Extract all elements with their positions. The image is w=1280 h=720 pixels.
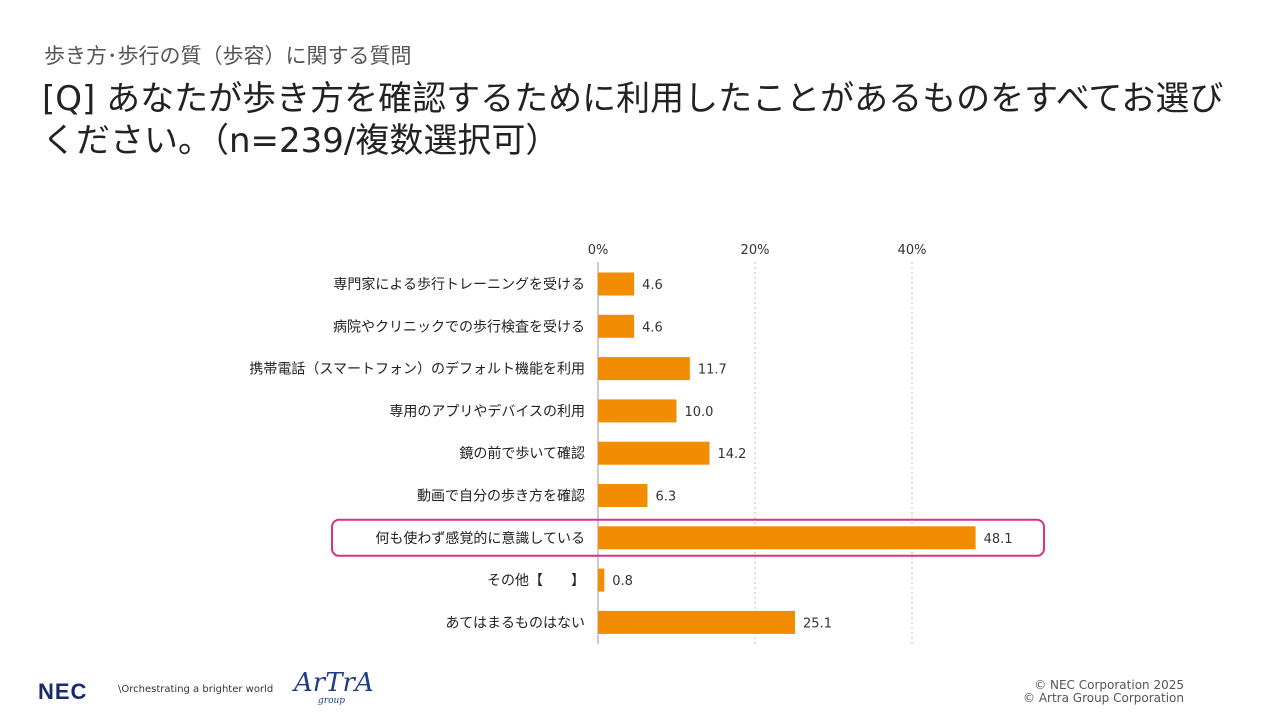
bar xyxy=(598,526,976,550)
nec-tagline: \Orchestrating a brighter world xyxy=(118,684,274,695)
bar-chart: 0% 20% 40% 専門家による歩行トレーニングを受ける 4.6 病院やクリニックでの歩… xyxy=(249,243,1045,644)
data-label: 10.0 xyxy=(685,405,714,420)
artra-logo: ArTrA xyxy=(294,668,374,698)
category-label: 専門家による歩行トレーニングを受ける xyxy=(333,276,585,293)
category-label: 何も使わず感覚的に意識している xyxy=(375,530,585,547)
x-tick-label: 20% xyxy=(741,243,770,258)
data-label: 48.1 xyxy=(984,532,1013,547)
copyright: © NEC Corporation 2025 © Artra Group Cor… xyxy=(1023,679,1184,705)
bar xyxy=(598,568,605,592)
data-label: 6.3 xyxy=(655,490,676,505)
bar xyxy=(598,357,690,381)
x-tick-label: 0% xyxy=(588,243,609,258)
bar xyxy=(598,484,648,507)
bar xyxy=(598,610,796,634)
category-label: 専用のアプリやデバイスの利用 xyxy=(389,403,585,420)
data-label: 14.2 xyxy=(717,447,746,462)
nec-logo: NEC xyxy=(38,679,88,704)
bar xyxy=(598,441,710,465)
x-tick-label: 40% xyxy=(898,243,927,258)
category-label: あてはまるものはない xyxy=(446,615,585,631)
data-label: 25.1 xyxy=(803,616,832,631)
bar xyxy=(598,272,635,296)
category-label: 携帯電話（スマートフォン）のデフォルト機能を利用 xyxy=(249,361,585,378)
data-label: 4.6 xyxy=(642,278,663,293)
bar xyxy=(598,399,677,423)
page-title: [Q] あなたが歩き方を確認するために利用したことがあるものをすべてお選びくださ… xyxy=(42,79,1224,161)
bar xyxy=(598,314,635,338)
copyright-artra: © Artra Group Corporation xyxy=(1023,691,1184,705)
data-label: 4.6 xyxy=(642,320,663,335)
copyright-nec: © NEC Corporation 2025 xyxy=(1034,678,1184,692)
data-label: 11.7 xyxy=(698,363,727,378)
data-label: 0.8 xyxy=(612,574,633,589)
page-subtitle: 歩き方･歩行の質（歩容）に関する質問 xyxy=(44,44,412,68)
artra-logo-sub: group xyxy=(318,696,346,706)
category-label: 鏡の前で歩いて確認 xyxy=(459,445,585,462)
highlight-box xyxy=(331,518,1045,557)
category-label: 病院やクリニックでの歩行検査を受ける xyxy=(333,319,585,335)
category-label: その他【 】 xyxy=(487,573,585,589)
category-label: 動画で自分の歩き方を確認 xyxy=(417,489,585,505)
